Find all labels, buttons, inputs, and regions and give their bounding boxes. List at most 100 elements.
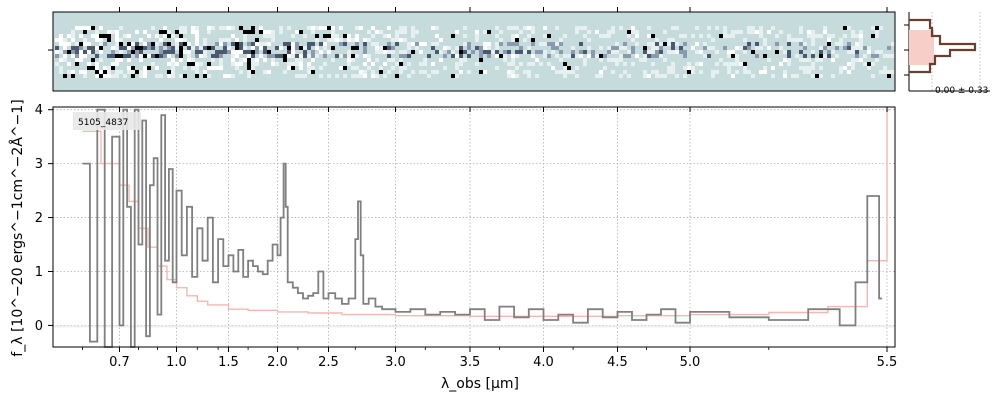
heatmap-cell: [575, 26, 579, 30]
heatmap-cell: [723, 34, 727, 38]
heatmap-cell: [307, 66, 311, 70]
heatmap-cell: [615, 46, 619, 50]
heatmap-cell: [459, 54, 463, 58]
heatmap-cell: [399, 66, 403, 70]
heatmap-cell: [127, 50, 131, 54]
heatmap-cell: [503, 58, 507, 62]
heatmap-cell: [511, 34, 515, 38]
heatmap-cell: [807, 66, 811, 70]
heatmap-cell: [711, 46, 715, 50]
heatmap-cell: [187, 54, 191, 58]
heatmap-cell: [375, 50, 379, 54]
heatmap-cell: [267, 30, 271, 34]
heatmap-cell: [283, 42, 287, 46]
heatmap-cell: [367, 58, 371, 62]
heatmap-cell: [735, 54, 739, 58]
heatmap-cell: [787, 42, 791, 46]
heatmap-cell: [559, 70, 563, 74]
heatmap-cell: [359, 74, 363, 78]
heatmap-cell: [507, 50, 511, 54]
heatmap-cell: [187, 46, 191, 50]
heatmap-cell: [183, 50, 187, 54]
heatmap-cell: [515, 34, 519, 38]
heatmap-cell: [655, 54, 659, 58]
heatmap-cell: [623, 42, 627, 46]
heatmap-cell: [643, 70, 647, 74]
heatmap-cell: [723, 46, 727, 50]
heatmap-cell: [851, 66, 855, 70]
heatmap-cell: [823, 30, 827, 34]
heatmap-cell: [563, 34, 567, 38]
heatmap-cell: [167, 42, 171, 46]
heatmap-cell: [435, 50, 439, 54]
heatmap-cell: [295, 54, 299, 58]
heatmap-cell: [595, 30, 599, 34]
heatmap-cell: [567, 70, 571, 74]
heatmap-cell: [403, 26, 407, 30]
heatmap-cell: [787, 38, 791, 42]
heatmap-cell: [543, 34, 547, 38]
heatmap-cell: [703, 42, 707, 46]
heatmap-cell: [211, 58, 215, 62]
heatmap-cell: [183, 42, 187, 46]
heatmap-cell: [71, 50, 75, 54]
heatmap-cell: [123, 54, 127, 58]
heatmap-cell: [203, 70, 207, 74]
heatmap-cell: [83, 50, 87, 54]
heatmap-cell: [455, 54, 459, 58]
heatmap-cell: [455, 46, 459, 50]
heatmap-cell: [763, 42, 767, 46]
heatmap-cell: [375, 30, 379, 34]
heatmap-cell: [407, 46, 411, 50]
heatmap-cell: [243, 50, 247, 54]
heatmap-cell: [403, 66, 407, 70]
heatmap-cell: [255, 38, 259, 42]
heatmap-cell: [583, 62, 587, 66]
heatmap-cell: [55, 50, 59, 54]
heatmap-cell: [843, 66, 847, 70]
heatmap-cell: [295, 74, 299, 78]
heatmap-cell: [55, 46, 59, 50]
heatmap-cell: [55, 38, 59, 42]
heatmap-cell: [59, 66, 63, 70]
heatmap-cell: [747, 42, 751, 46]
heatmap-cell: [155, 74, 159, 78]
heatmap-cell: [711, 74, 715, 78]
heatmap-cell: [263, 42, 267, 46]
heatmap-cell: [139, 46, 143, 50]
heatmap-cell: [263, 46, 267, 50]
heatmap-cell: [59, 34, 63, 38]
heatmap-cell: [615, 58, 619, 62]
heatmap-cell: [339, 42, 343, 46]
heatmap-cell: [319, 42, 323, 46]
heatmap-cell: [859, 42, 863, 46]
heatmap-cell: [235, 50, 239, 54]
heatmap-cell: [187, 50, 191, 54]
heatmap-cell: [155, 66, 159, 70]
heatmap-cell: [79, 70, 83, 74]
heatmap-cell: [435, 42, 439, 46]
heatmap-cell: [259, 46, 263, 50]
heatmap-cell: [651, 54, 655, 58]
x-tick-label: 1.5: [218, 355, 239, 370]
heatmap-cell: [291, 46, 295, 50]
heatmap-cell: [323, 46, 327, 50]
heatmap-cell: [139, 38, 143, 42]
heatmap-cell: [299, 62, 303, 66]
heatmap-cell: [611, 58, 615, 62]
heatmap-cell: [115, 74, 119, 78]
heatmap-cell: [771, 66, 775, 70]
heatmap-cell: [767, 58, 771, 62]
heatmap-cell: [467, 42, 471, 46]
heatmap-cell: [827, 34, 831, 38]
x-axis: 0.7 1.0 1.5 2.0 2.5 3.0 3.5 4.0 4.5 5.0 5.5: [82, 107, 897, 370]
heatmap-cell: [111, 46, 115, 50]
heatmap-cell: [391, 38, 395, 42]
heatmap-cell: [743, 66, 747, 70]
heatmap-cell: [431, 70, 435, 74]
heatmap-cell: [619, 58, 623, 62]
heatmap-cell: [851, 34, 855, 38]
heatmap-cell: [71, 74, 75, 78]
heatmap-cell: [471, 50, 475, 54]
heatmap-cell: [143, 54, 147, 58]
